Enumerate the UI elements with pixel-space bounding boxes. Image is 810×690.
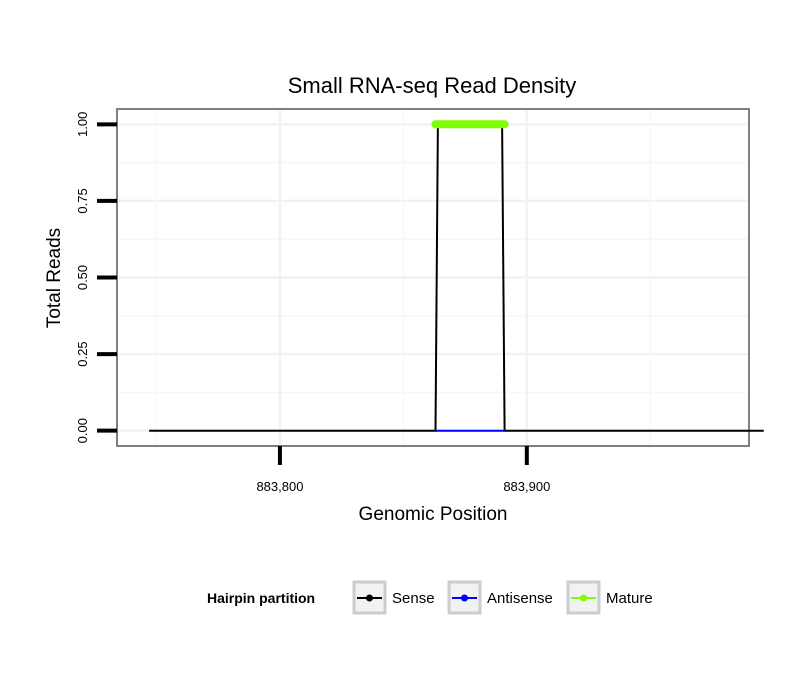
y-tick-label: 0.50 — [75, 265, 90, 290]
legend-key-point — [366, 594, 373, 602]
x-axis-title: Genomic Position — [359, 504, 508, 525]
chart-title: Small RNA-seq Read Density — [288, 73, 577, 98]
legend-key-point — [461, 594, 468, 602]
legend-key-point — [580, 594, 587, 602]
x-tick-label: 883,900 — [503, 479, 550, 494]
y-tick-label: 0.25 — [75, 341, 90, 366]
legend-label-antisense: Antisense — [487, 590, 553, 607]
x-axis: 883,800 883,900 — [256, 446, 550, 494]
legend-label-mature: Mature — [606, 590, 653, 607]
legend-label-sense: Sense — [392, 590, 435, 607]
y-tick-label: 0.00 — [75, 418, 90, 443]
legend-title: Hairpin partition — [207, 590, 315, 606]
y-tick-label: 1.00 — [75, 112, 90, 137]
x-tick-label: 883,800 — [256, 479, 303, 494]
y-axis: 0.00 0.25 0.50 0.75 1.00 — [75, 112, 117, 443]
y-tick-label: 0.75 — [75, 188, 90, 213]
grid — [117, 109, 749, 446]
legend: Hairpin partition Sense Antisense Mature — [207, 580, 653, 615]
series-layer — [149, 120, 764, 432]
y-axis-title: Total Reads — [44, 228, 65, 328]
